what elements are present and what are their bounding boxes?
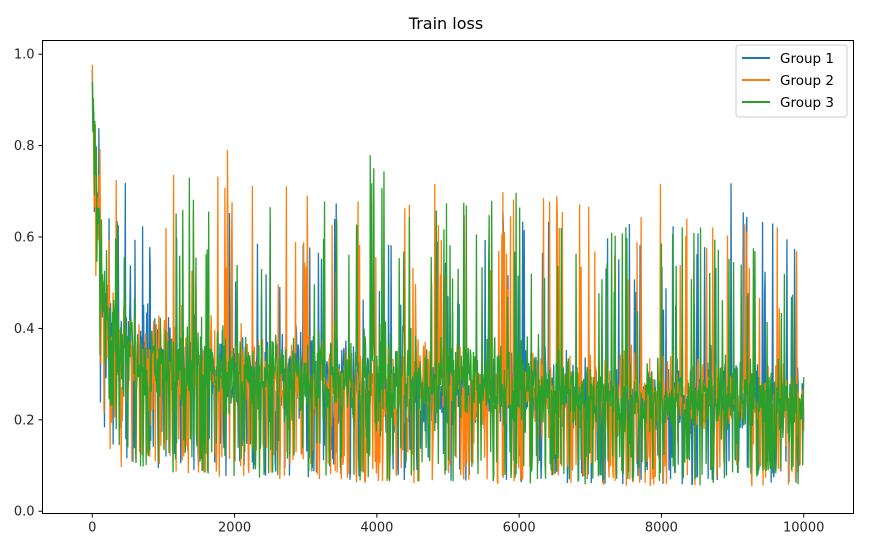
y-tick-label: 0.4 [14, 322, 35, 337]
legend-label-group-3: Group 3 [780, 95, 834, 111]
y-tick-label: 0.2 [14, 413, 35, 428]
y-tick-label: 1.0 [14, 48, 35, 63]
x-tick-label: 4000 [360, 521, 393, 536]
x-tick-label: 6000 [503, 521, 536, 536]
x-tick-label: 2000 [218, 521, 251, 536]
x-tick-label: 8000 [645, 521, 678, 536]
y-tick-label: 0.6 [14, 231, 35, 246]
legend: Group 1 Group 2 Group 3 [735, 44, 848, 118]
chart-title: Train loss [408, 14, 483, 33]
legend-box [735, 44, 848, 118]
axes-frame [42, 40, 854, 514]
legend-label-group-2: Group 2 [780, 73, 834, 89]
plot-area [91, 64, 805, 487]
y-tick-label: 0.8 [14, 139, 35, 154]
x-axis: 0 2000 4000 6000 8000 10000 [88, 513, 824, 536]
y-axis: 0.0 0.2 0.4 0.6 0.8 1.0 [14, 48, 43, 520]
y-tick-label: 0.0 [14, 505, 35, 520]
series-line-group-3 [91, 81, 805, 486]
x-tick-label: 0 [88, 521, 96, 536]
x-tick-label: 10000 [783, 521, 824, 536]
legend-label-group-1: Group 1 [780, 51, 834, 67]
